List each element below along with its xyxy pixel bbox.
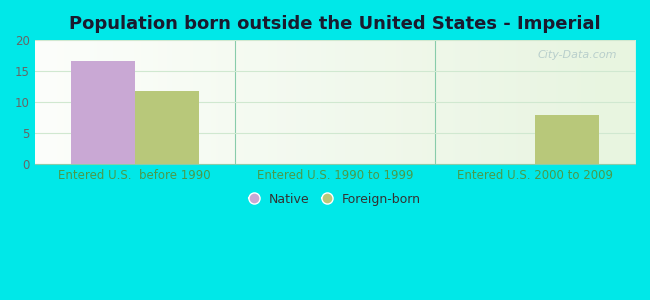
Legend: Native, Foreign-born: Native, Foreign-born — [245, 190, 424, 210]
Text: City-Data.com: City-Data.com — [538, 50, 617, 60]
Bar — [135, 91, 199, 164]
Title: Population born outside the United States - Imperial: Population born outside the United State… — [69, 15, 601, 33]
Bar — [535, 115, 599, 164]
Bar — [71, 61, 135, 164]
